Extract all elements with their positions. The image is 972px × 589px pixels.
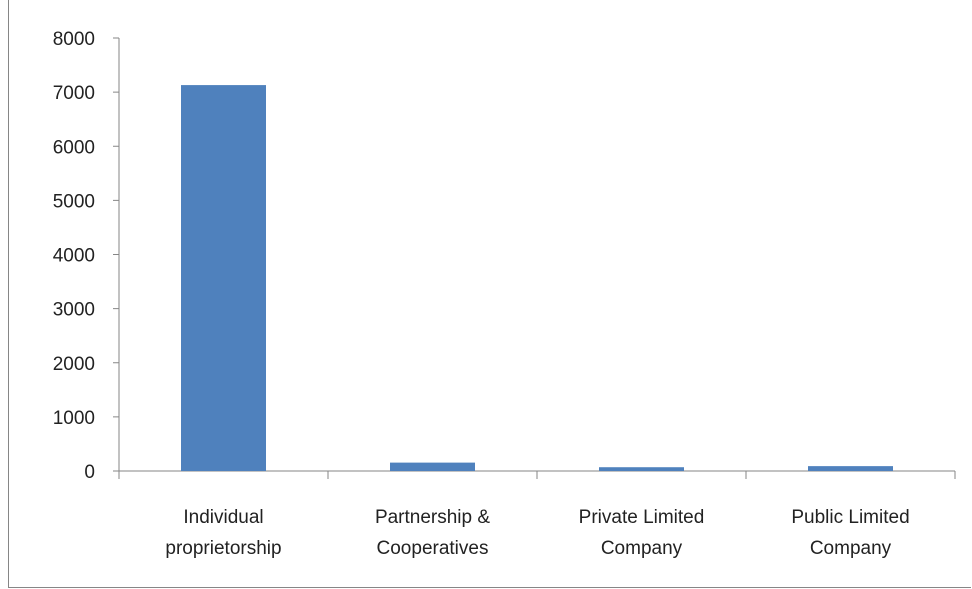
y-tick-label: 8000: [53, 29, 95, 50]
y-tick-label: 5000: [53, 191, 95, 212]
y-tick-label: 0: [84, 462, 95, 483]
x-category-label-line: Company: [810, 538, 892, 559]
x-category-label-line: Individual: [183, 507, 263, 528]
x-category-label-line: proprietorship: [165, 538, 281, 559]
x-category-label-line: Private Limited: [579, 507, 705, 528]
x-category-label-line: Cooperatives: [377, 538, 489, 559]
bar: [599, 467, 684, 471]
x-category-label: Partnership & Cooperatives: [375, 507, 490, 559]
bar: [181, 85, 266, 472]
y-tick-label: 7000: [53, 83, 95, 104]
y-axis-ticks: 0 1000 2000 3000 4000 5000 6000 7000 8000: [53, 29, 119, 483]
x-category-label-line: Company: [601, 538, 683, 559]
x-axis-labels: Individual proprietorship Partnership & Coo…: [165, 507, 909, 559]
y-tick-label: 2000: [53, 354, 95, 375]
x-category-label-line: Partnership &: [375, 507, 490, 528]
y-tick-label: 4000: [53, 246, 95, 267]
x-category-label-line: Public Limited: [791, 507, 909, 528]
chart-area: [8, 0, 971, 588]
bars: [181, 85, 893, 472]
bar: [390, 462, 475, 471]
x-category-label: Private Limited Company: [579, 507, 705, 559]
y-tick-label: 3000: [53, 300, 95, 321]
x-category-label: Individual proprietorship: [165, 507, 281, 559]
y-tick-label: 1000: [53, 408, 95, 429]
y-tick-label: 6000: [53, 137, 95, 158]
bar: [808, 466, 893, 471]
x-category-label: Public Limited Company: [791, 507, 909, 559]
